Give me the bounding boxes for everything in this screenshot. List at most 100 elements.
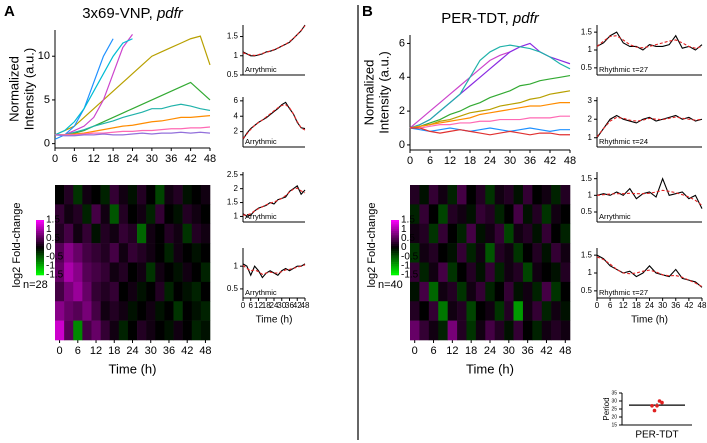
heatmap-cell bbox=[410, 320, 420, 341]
heatmap-cell bbox=[551, 301, 561, 321]
heatmap-cell bbox=[200, 301, 211, 321]
x-tick-label: 36 bbox=[524, 155, 536, 167]
title-italic: pdfr bbox=[512, 10, 540, 27]
heatmap-cell bbox=[494, 243, 505, 263]
colorbar-segment bbox=[36, 236, 44, 239]
heatmap-cell bbox=[82, 262, 92, 283]
heatmap-cell bbox=[127, 281, 138, 302]
colorbar-tick-label: -1 bbox=[46, 260, 55, 271]
x-tick-label: 48 bbox=[199, 345, 211, 357]
x-tick-label: 48 bbox=[698, 301, 707, 310]
heatmap-cell bbox=[100, 301, 111, 321]
colorbar-segment bbox=[391, 227, 399, 230]
series-line bbox=[596, 256, 703, 288]
x-tick-label: 48 bbox=[564, 155, 576, 167]
heatmap-cell bbox=[109, 320, 120, 341]
heatmap-cell bbox=[551, 185, 561, 205]
heatmap-cell bbox=[457, 320, 467, 341]
heatmap-cell bbox=[191, 243, 202, 263]
heatmap-cell bbox=[457, 301, 467, 321]
heatmap-cell bbox=[109, 262, 120, 283]
heatmap-cell bbox=[551, 243, 561, 263]
colorbar-segment bbox=[36, 264, 44, 267]
heatmap-cell bbox=[522, 243, 533, 263]
heatmap-cell bbox=[137, 320, 147, 341]
heatmap-cell bbox=[127, 204, 138, 225]
x-tick-label: 12 bbox=[254, 301, 263, 310]
y-tick-label: 4 bbox=[234, 111, 239, 120]
heatmap-cell bbox=[410, 185, 420, 205]
colorbar-segment bbox=[36, 247, 44, 250]
chart-title: PER-TDT, pdfr bbox=[441, 10, 540, 27]
colorbar-segment bbox=[36, 238, 44, 241]
colorbar-segment bbox=[36, 256, 44, 259]
y-tick-label: 1 bbox=[234, 261, 239, 270]
heatmap-cell bbox=[73, 185, 83, 205]
heatmap-cell bbox=[560, 262, 571, 283]
heatmap-cell bbox=[541, 301, 552, 321]
colorbar-tick-label: 1 bbox=[46, 224, 52, 235]
heatmap-cell bbox=[560, 204, 571, 225]
x-tick-label: 6 bbox=[249, 301, 254, 310]
y-tick-label: 1.5 bbox=[581, 174, 593, 183]
heatmap-cell bbox=[91, 223, 101, 244]
colorbar-segment bbox=[36, 220, 44, 223]
heatmap-cell bbox=[485, 185, 496, 205]
x-tick-label: 24 bbox=[126, 345, 138, 357]
series-line bbox=[596, 254, 703, 288]
heatmap-cell bbox=[200, 262, 211, 283]
heatmap-cell bbox=[504, 281, 514, 302]
y-tick-label: 0.5 bbox=[581, 63, 593, 72]
x-tick-label: PER-TDT bbox=[635, 430, 678, 441]
series-line bbox=[243, 187, 306, 216]
heatmap-cell bbox=[118, 281, 129, 302]
colorbar-tick-label: 0.5 bbox=[401, 233, 415, 244]
series-line bbox=[54, 35, 211, 136]
heatmap-cell bbox=[55, 243, 65, 263]
heatmap-cell bbox=[410, 223, 420, 244]
colorbar-segment bbox=[391, 265, 399, 268]
x-tick-label: 18 bbox=[465, 345, 477, 357]
heatmap-cell bbox=[466, 281, 477, 302]
colorbar-tick-label: -1 bbox=[401, 260, 410, 271]
x-tick-label: 24 bbox=[484, 155, 496, 167]
y-tick-label: 2 bbox=[399, 105, 405, 117]
heatmap-cell bbox=[522, 320, 533, 341]
colorbar-tick-label: 1.5 bbox=[401, 215, 415, 226]
y-tick-label: 1 bbox=[588, 45, 593, 54]
heatmap-cell bbox=[191, 281, 202, 302]
heatmap-cell bbox=[551, 320, 561, 341]
heatmap-cell bbox=[118, 185, 129, 205]
colorbar-segment bbox=[391, 247, 399, 250]
heatmap-cell bbox=[164, 301, 174, 321]
heatmap-cell bbox=[173, 223, 183, 244]
annotation: Arrythmic bbox=[245, 212, 277, 221]
heatmap-cell bbox=[513, 301, 524, 321]
x-tick-label: 30 bbox=[145, 345, 157, 357]
heatmap-cell bbox=[419, 185, 430, 205]
colorbar-segment bbox=[36, 253, 44, 256]
heatmap-cell bbox=[91, 320, 101, 341]
heatmap-cell bbox=[82, 281, 92, 302]
heatmap-cell bbox=[164, 243, 174, 263]
heatmap-cell bbox=[438, 223, 448, 244]
heatmap-cell bbox=[91, 243, 101, 263]
y-axis-label: Period bbox=[602, 397, 611, 420]
x-tick-label: 24 bbox=[126, 153, 138, 165]
y-axis-label: Normalized bbox=[6, 56, 21, 122]
x-tick-label: 18 bbox=[464, 155, 476, 167]
heatmap-cell bbox=[200, 223, 211, 244]
y-tick-label: 20 bbox=[611, 414, 617, 420]
heatmap-cell bbox=[532, 281, 543, 302]
y-tick-label: 0 bbox=[399, 139, 405, 151]
heatmap-cell bbox=[513, 281, 524, 302]
x-tick-label: 42 bbox=[293, 301, 302, 310]
colorbar-segment bbox=[391, 262, 399, 265]
heatmap-cell bbox=[73, 243, 83, 263]
series-line bbox=[596, 35, 703, 49]
heatmap-cell bbox=[146, 262, 156, 283]
x-tick-label: 6 bbox=[608, 301, 613, 310]
series-line bbox=[242, 101, 306, 140]
heatmap-cell bbox=[419, 223, 430, 244]
heatmap-cell bbox=[164, 185, 174, 205]
